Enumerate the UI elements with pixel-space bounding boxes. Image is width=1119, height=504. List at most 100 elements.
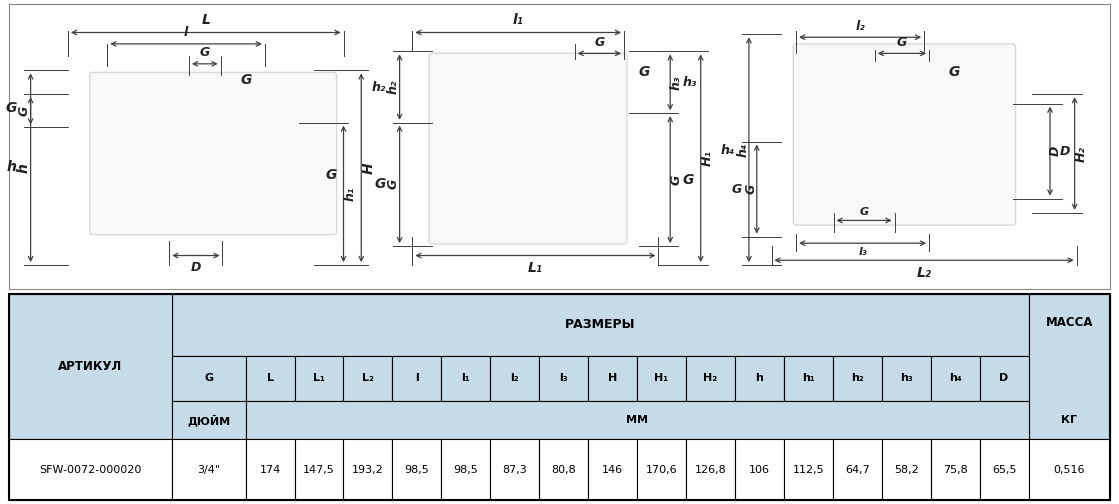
FancyBboxPatch shape [686, 355, 735, 401]
FancyBboxPatch shape [490, 355, 539, 401]
FancyBboxPatch shape [979, 355, 1028, 401]
Text: G: G [6, 101, 17, 115]
FancyBboxPatch shape [793, 44, 1016, 225]
FancyBboxPatch shape [172, 401, 245, 439]
FancyBboxPatch shape [589, 355, 637, 401]
Text: l₃: l₃ [858, 247, 867, 257]
Text: h₂: h₂ [850, 373, 864, 383]
Text: l₂: l₂ [855, 20, 865, 32]
Text: h₄: h₄ [736, 143, 750, 157]
Text: G: G [744, 184, 758, 194]
Text: L₂: L₂ [361, 373, 374, 383]
Text: G: G [949, 66, 960, 79]
Text: h₂: h₂ [372, 81, 386, 94]
Text: 58,2: 58,2 [894, 465, 919, 475]
Text: 193,2: 193,2 [352, 465, 384, 475]
Text: h₁: h₁ [344, 186, 357, 201]
Text: H: H [608, 373, 618, 383]
FancyBboxPatch shape [490, 439, 539, 500]
FancyBboxPatch shape [245, 439, 294, 500]
FancyBboxPatch shape [393, 355, 441, 401]
FancyBboxPatch shape [882, 439, 931, 500]
FancyBboxPatch shape [393, 439, 441, 500]
Text: L: L [266, 373, 273, 383]
Text: h₃: h₃ [669, 75, 683, 90]
Text: h: h [755, 373, 763, 383]
Text: L₁: L₁ [313, 373, 325, 383]
Text: D: D [1049, 146, 1062, 156]
Text: РАЗМЕРЫ: РАЗМЕРЫ [565, 318, 636, 331]
FancyBboxPatch shape [245, 401, 1028, 439]
Text: G: G [683, 172, 695, 186]
Text: 147,5: 147,5 [303, 465, 335, 475]
Text: L: L [201, 13, 210, 27]
Text: 0,516: 0,516 [1054, 465, 1085, 475]
Text: G: G [386, 179, 399, 190]
Text: G: G [326, 168, 337, 182]
FancyBboxPatch shape [784, 439, 833, 500]
FancyBboxPatch shape [833, 439, 882, 500]
Text: 98,5: 98,5 [453, 465, 478, 475]
Text: G: G [204, 373, 214, 383]
Text: h₃: h₃ [683, 76, 697, 89]
Text: l: l [415, 373, 419, 383]
Text: G: G [669, 174, 683, 185]
Text: H₂: H₂ [1075, 146, 1088, 161]
FancyBboxPatch shape [344, 439, 393, 500]
FancyBboxPatch shape [90, 73, 337, 235]
Text: l₁: l₁ [461, 373, 470, 383]
FancyBboxPatch shape [735, 439, 784, 500]
Text: 65,5: 65,5 [991, 465, 1016, 475]
Text: D: D [190, 261, 201, 274]
Text: h₃: h₃ [900, 373, 913, 383]
Text: 106: 106 [749, 465, 770, 475]
FancyBboxPatch shape [833, 355, 882, 401]
FancyBboxPatch shape [589, 439, 637, 500]
FancyBboxPatch shape [784, 355, 833, 401]
Text: L₂: L₂ [916, 266, 932, 280]
FancyBboxPatch shape [172, 294, 1028, 355]
Text: h₁: h₁ [802, 373, 815, 383]
Text: 112,5: 112,5 [792, 465, 825, 475]
Text: G: G [859, 207, 868, 217]
Text: H₁: H₁ [655, 373, 669, 383]
Text: ДЮЙМ: ДЮЙМ [187, 414, 231, 426]
Text: h: h [7, 160, 17, 174]
Text: L₁: L₁ [528, 261, 543, 275]
Text: 98,5: 98,5 [404, 465, 430, 475]
Text: 80,8: 80,8 [552, 465, 576, 475]
Text: G: G [896, 36, 908, 49]
Text: 3/4": 3/4" [197, 465, 220, 475]
Text: ММ: ММ [626, 415, 648, 425]
Text: H₂: H₂ [704, 373, 717, 383]
Text: G: G [732, 182, 742, 196]
Text: h: h [17, 163, 30, 173]
FancyBboxPatch shape [735, 355, 784, 401]
Text: 87,3: 87,3 [502, 465, 527, 475]
FancyBboxPatch shape [882, 355, 931, 401]
FancyBboxPatch shape [931, 439, 979, 500]
Text: l₁: l₁ [513, 13, 524, 27]
Text: h₄: h₄ [949, 373, 961, 383]
Text: МАССА: МАССА [1045, 316, 1093, 329]
Text: 170,6: 170,6 [646, 465, 677, 475]
FancyBboxPatch shape [344, 355, 393, 401]
FancyBboxPatch shape [429, 53, 627, 244]
FancyBboxPatch shape [539, 439, 589, 500]
Text: D: D [999, 373, 1008, 383]
FancyBboxPatch shape [294, 355, 344, 401]
Text: SFW-0072-000020: SFW-0072-000020 [39, 465, 142, 475]
Text: G: G [639, 66, 650, 79]
FancyBboxPatch shape [637, 355, 686, 401]
Text: l₃: l₃ [560, 373, 568, 383]
FancyBboxPatch shape [9, 294, 172, 439]
FancyBboxPatch shape [637, 439, 686, 500]
FancyBboxPatch shape [441, 355, 490, 401]
FancyBboxPatch shape [9, 439, 172, 500]
Text: G: G [199, 46, 210, 59]
FancyBboxPatch shape [1028, 294, 1110, 439]
FancyBboxPatch shape [539, 355, 589, 401]
Text: l₂: l₂ [510, 373, 519, 383]
FancyBboxPatch shape [245, 355, 294, 401]
FancyBboxPatch shape [172, 355, 245, 401]
